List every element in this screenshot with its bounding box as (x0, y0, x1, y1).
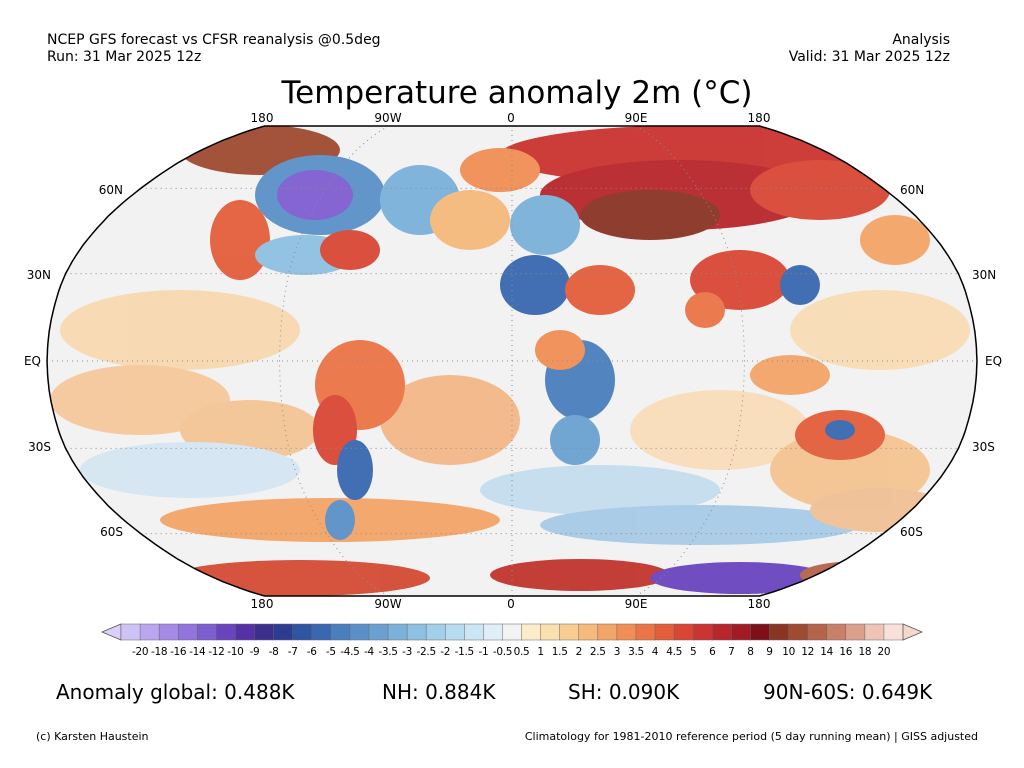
stat-global-anomaly: Anomaly global: 0.488K (56, 680, 295, 704)
colorbar-tick-label: -8 (268, 646, 279, 658)
map-title: Temperature anomaly 2m (°C) (281, 75, 753, 111)
colorbar-tick-label: -2.5 (416, 646, 437, 658)
colorbar-tick-label: -12 (208, 646, 225, 658)
colorbar-tick-label: -14 (189, 646, 206, 658)
lat-label-right: 60N (900, 183, 925, 197)
colorbar-tick-label: 10 (782, 646, 795, 658)
colorbar-tick-label: 2 (575, 646, 583, 658)
lon-label-top: 180 (747, 111, 771, 125)
lat-label-left: EQ (23, 354, 41, 368)
colorbar-tick-label: -3 (402, 646, 413, 658)
colorbar-tick-label: 0.5 (513, 646, 530, 658)
lat-label-left: 60S (100, 525, 123, 539)
map-field (47, 126, 977, 596)
colorbar-tick-label: 4.5 (666, 646, 682, 658)
stat-northern-hemisphere: NH: 0.884K (382, 680, 496, 704)
lat-label-right: 30N (972, 268, 997, 282)
colorbar-tick-label: -7 (287, 646, 298, 658)
colorbar-tick-label: 16 (839, 646, 853, 658)
footer-climatology-note: Climatology for 1981-2010 reference peri… (524, 730, 978, 743)
lat-label-right: EQ (985, 354, 1003, 368)
colorbar-tick-label: 14 (820, 646, 834, 658)
graticule-meridian (278, 126, 389, 596)
lon-label-top: 180 (250, 111, 274, 125)
colorbar-tick-label: 8 (747, 646, 754, 658)
colorbar-tick-label: -16 (170, 646, 187, 658)
lon-label-top: 0 (507, 111, 515, 125)
lat-label-right: 60S (900, 525, 923, 539)
colorbar-tick-label: -4 (364, 646, 374, 658)
colorbar-tick-label: -5 (325, 646, 336, 658)
colorbar-tick-label: 12 (801, 646, 814, 658)
colorbar-tick-label: 9 (766, 646, 773, 658)
colorbar-tick-label: -6 (306, 646, 317, 658)
colorbar-tick-label: 5 (689, 646, 697, 658)
colorbar-tick-label: 6 (709, 646, 716, 658)
colorbar-tick-label: 7 (728, 646, 735, 658)
header-model-info: NCEP GFS forecast vs CFSR reanalysis @0.… (47, 32, 381, 48)
lon-label-bottom: 90W (374, 597, 402, 611)
colorbar-tick-label: -0.5 (492, 646, 513, 658)
colorbar-tick-label: 18 (858, 646, 872, 658)
lon-label-bottom: 180 (250, 597, 274, 611)
colorbar-tick-label: 3.5 (628, 646, 644, 658)
lon-label-bottom: 180 (747, 597, 771, 611)
graticule-meridian (635, 126, 746, 596)
colorbar-tick-label: -3.5 (378, 646, 398, 658)
colorbar-tick-label: -4.5 (340, 646, 360, 658)
lon-label-bottom: 0 (507, 597, 515, 611)
lat-label-left: 30S (28, 440, 51, 454)
colorbar-tick-label: -2 (440, 646, 451, 658)
colorbar-tick-label: 4 (651, 646, 659, 658)
footer-credit: (c) Karsten Haustein (36, 730, 149, 743)
stat-southern-hemisphere: SH: 0.090K (568, 680, 680, 704)
lat-label-left: 60N (98, 183, 123, 197)
map-graticule (47, 126, 977, 596)
colorbar-tick-label: 3 (613, 646, 621, 658)
lat-label-right: 30S (972, 440, 995, 454)
colorbar-tick-label: 1.5 (551, 646, 568, 658)
colorbar-tick-label: -10 (227, 646, 244, 658)
colorbar-tick-label: 20 (877, 646, 891, 658)
stat-latitude-band: 90N-60S: 0.649K (763, 680, 933, 704)
header-analysis-label: Analysis (892, 32, 950, 48)
lon-label-bottom: 90E (624, 597, 648, 611)
header-valid-time: Valid: 31 Mar 2025 12z (788, 49, 950, 65)
header-run-time: Run: 31 Mar 2025 12z (47, 49, 202, 65)
colorbar-tick-label: 2.5 (589, 646, 606, 658)
colorbar-tick-label: -1 (478, 646, 489, 658)
map-border (46, 125, 978, 597)
lon-label-top: 90W (374, 111, 402, 125)
colorbar-tick-label: -20 (131, 646, 149, 658)
lon-label-top: 90E (624, 111, 648, 125)
colorbar-tick-label: 1 (537, 646, 544, 658)
lat-label-left: 30N (26, 268, 51, 282)
colorbar-tick-label: -1.5 (454, 646, 475, 658)
colorbar-tick-label: -18 (150, 646, 168, 658)
colorbar-tick-label: -9 (249, 646, 260, 658)
